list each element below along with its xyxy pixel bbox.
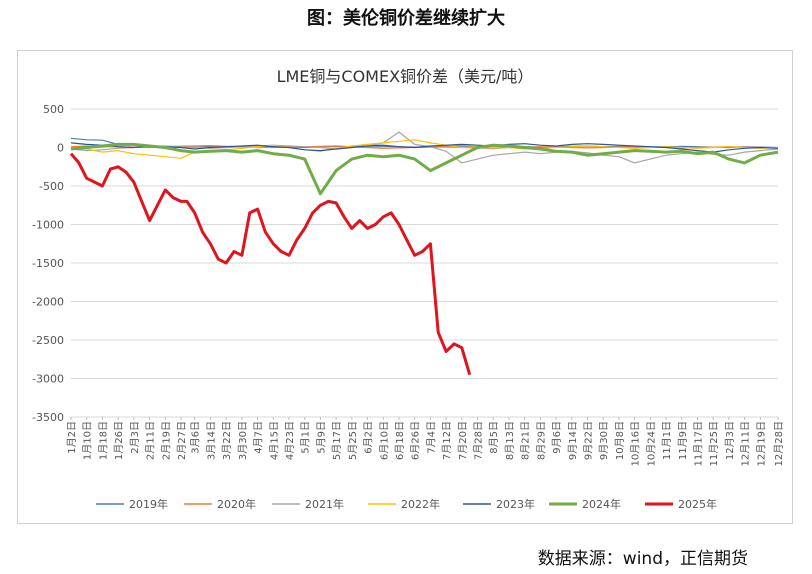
y-tick-label: 500 [43,103,64,116]
legend-label: 2024年 [582,497,621,511]
x-tick-label: 4月23日 [284,421,296,460]
x-tick-label: 10月16日 [630,421,642,466]
y-tick-label: -3500 [32,411,64,424]
x-tick-label: 7月28日 [473,421,485,460]
y-tick-label: 0 [57,142,64,155]
y-axis: 500 0 -500 -1000 -1500 -2000 -2500 -3000 -3500 [32,103,64,424]
series-line-2021年 [70,131,779,164]
x-tick-label: 12月3日 [724,421,736,460]
series-line-2023年 [70,142,779,153]
x-axis: 1月2日 1月10日 1月18日 1月26日 2月3日 2月11日 2月19日 2月27日 3月… [66,417,785,466]
legend-label: 2023年 [496,497,535,511]
x-tick-label: 5月1日 [300,421,312,454]
x-tick-label: 8月13日 [504,421,516,460]
x-tick-label: 1月2日 [66,421,78,454]
legend-label: 2022年 [401,497,440,511]
x-tick-label: 8月29日 [535,421,547,460]
y-tick-label: -1500 [32,257,64,270]
x-tick-label: 7月4日 [425,421,437,454]
chart-frame: LME铜与COMEX铜价差（美元/吨） 500 0 -500 -1000 -1500 -2… [17,50,793,524]
x-tick-label: 9月14日 [567,421,579,460]
legend-label: 2020年 [217,497,256,511]
x-tick-label: 4月7日 [253,421,265,454]
x-tick-label: 7月12日 [441,421,453,460]
y-tick-label: -3000 [32,373,64,386]
series-line-2024年 [70,142,779,196]
x-tick-label: 7月20日 [457,421,469,460]
x-tick-label: 5月17日 [331,421,343,460]
x-tick-label: 12月19日 [755,421,767,466]
x-tick-label: 9月6日 [551,421,563,454]
x-tick-label: 9月22日 [583,421,595,460]
x-tick-label: 1月26日 [113,421,125,460]
x-tick-label: 3月6日 [190,421,202,454]
x-tick-label: 10月24日 [645,421,657,466]
x-tick-label: 11月9日 [677,421,689,460]
x-tick-label: 2月11日 [145,421,157,460]
y-tick-label: -2500 [32,334,64,347]
x-tick-label: 3月30日 [237,421,249,460]
x-tick-label: 8月21日 [520,421,532,460]
x-tick-label: 11月25日 [708,421,720,466]
x-tick-label: 5月25日 [347,421,359,460]
legend-label: 2019年 [129,497,168,511]
legend-label: 2025年 [678,497,717,511]
x-tick-label: 2月27日 [176,421,188,460]
x-tick-label: 6月26日 [410,421,422,460]
x-tick-label: 1月10日 [82,421,94,460]
series-lines [69,131,779,376]
x-tick-label: 6月18日 [394,421,406,460]
x-tick-label: 9月30日 [598,421,610,460]
x-tick-label: 2月3日 [129,421,141,454]
x-tick-label: 2月19日 [160,421,172,460]
chart-title: LME铜与COMEX铜价差（美元/吨） [277,67,534,86]
x-tick-label: 10月8日 [614,421,626,460]
y-tick-label: -2000 [32,296,64,309]
legend: 2019年 2020年 2021年 2022年 2023年 2024年 2025年 [96,497,717,511]
x-tick-label: 1月18日 [97,421,109,460]
x-tick-label: 11月17日 [692,421,704,466]
page-heading: 图：美伦铜价差继续扩大 [307,8,505,29]
chart-svg: LME铜与COMEX铜价差（美元/吨） 500 0 -500 -1000 -1500 -2… [32,67,785,511]
y-tick-label: -1000 [32,219,64,232]
legend-label: 2021年 [305,497,344,511]
x-tick-label: 3月22日 [221,421,233,460]
series-line-2025年 [69,152,472,376]
x-tick-label: 6月10日 [378,421,390,460]
x-tick-label: 12月11日 [740,421,752,466]
x-tick-label: 8月5日 [488,421,500,454]
x-tick-label: 3月14日 [205,421,217,460]
x-tick-label: 6月2日 [363,421,375,454]
x-tick-label: 4月15日 [268,421,280,460]
source-note: 数据来源：wind，正信期货 [537,549,748,569]
x-tick-label: 5月9日 [315,421,327,454]
x-tick-label: 12月28日 [773,421,785,466]
x-tick-label: 11月1日 [661,421,673,460]
y-tick-label: -500 [39,180,64,193]
